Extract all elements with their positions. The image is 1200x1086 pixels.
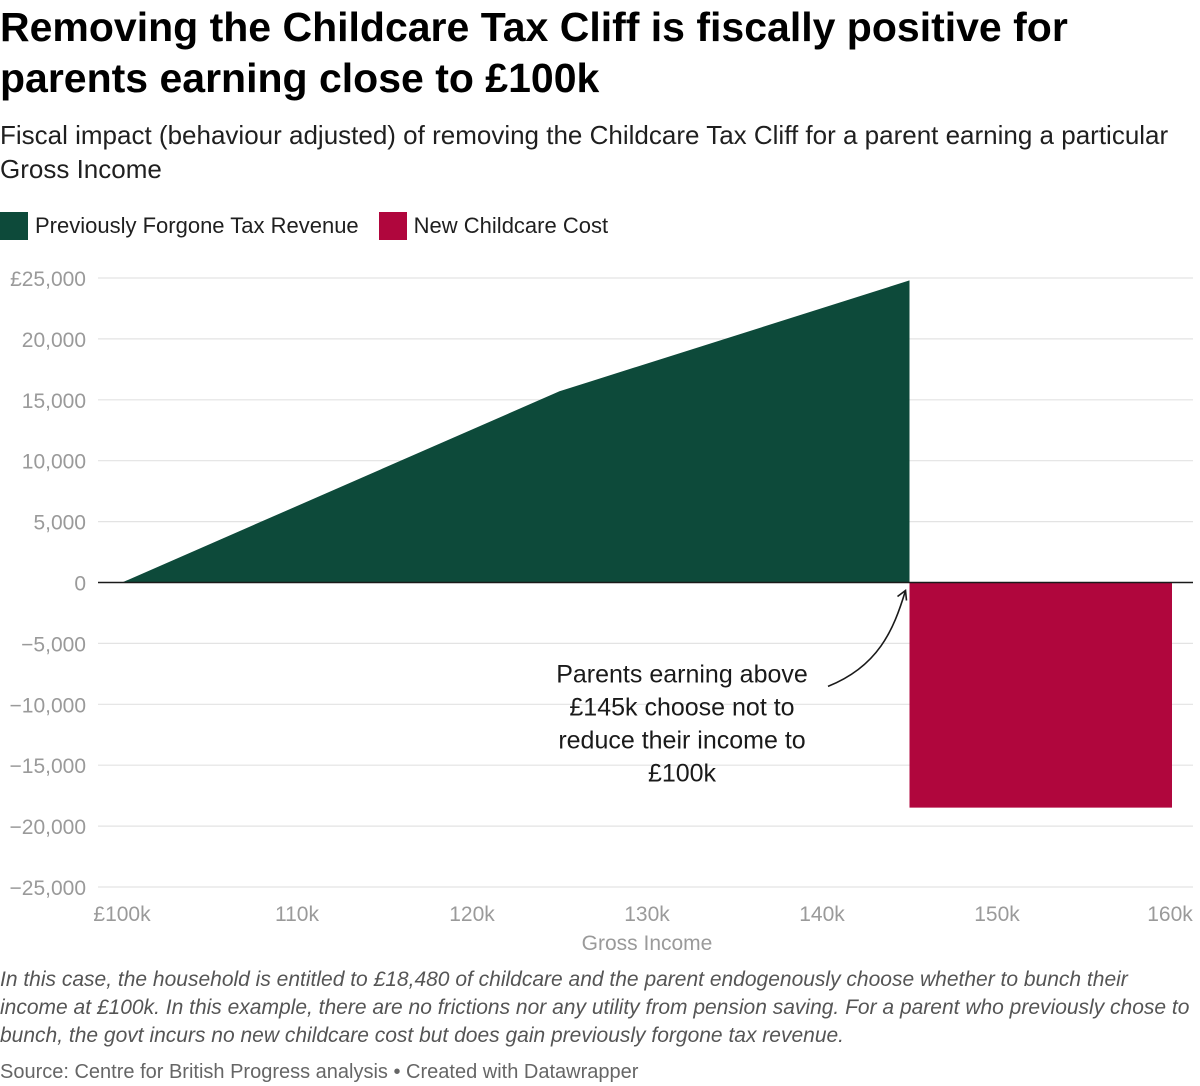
legend-swatch-childcare-cost — [378, 212, 407, 240]
legend-swatch-forgone-tax — [0, 212, 28, 240]
x-axis-title: Gross Income — [582, 932, 713, 955]
y-tick-label: −15,000 — [10, 755, 87, 778]
annotation-text-line: Parents earning above — [556, 660, 808, 688]
annotation-text-line: £100k — [648, 759, 717, 787]
x-tick-label: 130k — [624, 903, 670, 926]
x-tick-label: 150k — [974, 903, 1020, 926]
y-tick-label: 15,000 — [22, 390, 86, 413]
y-tick-label: −10,000 — [10, 694, 87, 717]
x-tick-label: 120k — [449, 903, 495, 926]
x-tick-label: 140k — [799, 903, 845, 926]
legend: Previously Forgone Tax Revenue New Child… — [0, 210, 628, 242]
y-tick-label: 10,000 — [22, 451, 86, 474]
y-tick-label: 20,000 — [22, 329, 86, 352]
y-tick-label: 5,000 — [33, 512, 86, 535]
area-forgone-tax-revenue — [122, 280, 910, 583]
chart-title: Removing the Childcare Tax Cliff is fisc… — [0, 4, 1068, 101]
y-tick-label: £25,000 — [10, 268, 86, 291]
legend-item-forgone-tax: Previously Forgone Tax Revenue — [0, 212, 359, 240]
x-tick-label: £100k — [93, 903, 151, 926]
annotation-text-line: £145k choose not to — [569, 693, 794, 721]
chart-notes: In this case, the household is entitled … — [0, 968, 1190, 1047]
legend-item-childcare-cost: New Childcare Cost — [378, 212, 609, 240]
annotation-text-line: reduce their income to — [558, 726, 805, 754]
area-new-childcare-cost — [909, 582, 1172, 808]
x-tick-label: 110k — [275, 903, 319, 926]
chart-source: Source: Centre for British Progress anal… — [0, 1061, 639, 1083]
legend-label-childcare-cost: New Childcare Cost — [413, 213, 609, 238]
y-tick-label: −5,000 — [21, 633, 86, 656]
area-chart: £25,000 20,000 15,000 10,000 5,000 0 −5,000 −10… — [10, 268, 1194, 955]
annotation-arrow — [827, 590, 907, 688]
y-tick-label: 0 — [74, 573, 86, 596]
y-tick-label: −20,000 — [10, 816, 87, 839]
legend-label-forgone-tax: Previously Forgone Tax Revenue — [35, 213, 359, 238]
annotation-arrowhead — [897, 589, 908, 601]
y-tick-label: −25,000 — [10, 877, 87, 900]
chart-subtitle: Fiscal impact (behaviour adjusted) of re… — [0, 120, 1169, 184]
x-tick-label: 160k — [1147, 903, 1193, 926]
